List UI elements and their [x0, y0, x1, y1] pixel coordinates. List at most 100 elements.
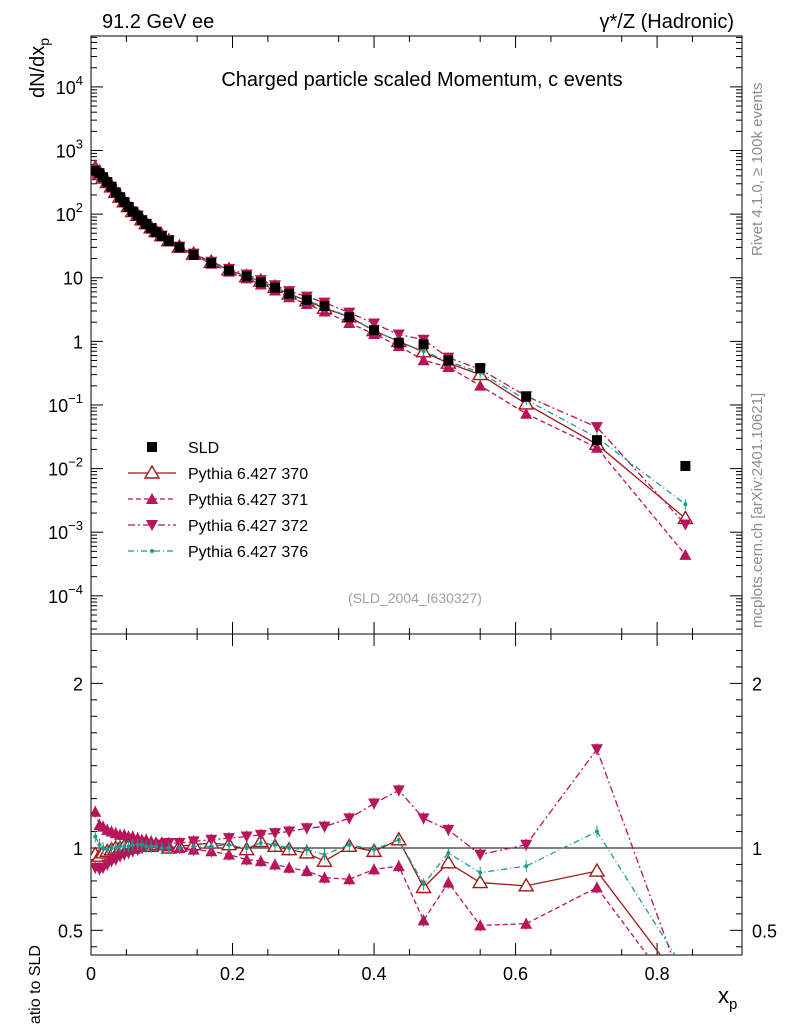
series-pythia-6-427-372-point-main: [679, 519, 692, 531]
sld-data-point: [255, 277, 266, 288]
legend-pythia-6-427-376-label: Pythia 6.427 376: [188, 544, 308, 561]
legend-pythia-6-427-370-label: Pythia 6.427 370: [188, 466, 308, 483]
series-pythia-6-427-376-point-ratio: [97, 842, 102, 847]
series-pythia-6-427-372-point-ratio: [268, 828, 281, 840]
series-pythia-6-427-371-point-ratio: [417, 914, 430, 926]
legend-pythia-6-427-372-label: Pythia 6.427 372: [188, 518, 308, 535]
series-pythia-6-427-371-point-ratio: [368, 863, 381, 875]
series-pythia-6-427-372-point-main: [590, 422, 603, 434]
x-tick-label: 0.8: [645, 964, 670, 984]
series-pythia-6-427-376-point-ratio: [683, 969, 687, 973]
series-pythia-6-427-372-point-ratio: [222, 833, 235, 845]
series-pythia-6-427-376-point-ratio: [135, 842, 140, 847]
y-tick-label-main: 1: [73, 332, 83, 352]
ratio-series-layer: [91, 743, 691, 1011]
sld-data-point: [269, 282, 280, 293]
series-pythia-6-427-371-point-main: [590, 441, 603, 453]
sld-data-point: [174, 242, 185, 253]
series-pythia-6-427-376-point-ratio: [209, 844, 214, 849]
y-tick-label-ratio-right: 1: [752, 839, 762, 859]
series-pythia-6-427-376-point-ratio: [287, 846, 292, 850]
series-pythia-6-427-376-point-ratio: [166, 846, 171, 850]
series-pythia-6-427-371-point-main: [520, 407, 533, 419]
series-pythia-6-427-371-point-ratio: [222, 848, 235, 860]
mcplots-label: mcplots.cern.ch [arXiv:2401.10621]: [749, 393, 766, 628]
sld-data-point: [206, 258, 217, 269]
analysis-id: (SLD_2004_I630327): [348, 590, 482, 606]
series-pythia-6-427-371-point-ratio: [283, 861, 296, 873]
y-tick-label-main: 102: [56, 200, 83, 225]
x-axis-title-sub: p: [729, 996, 737, 1013]
series-pythia-6-427-371-point-ratio: [318, 871, 331, 883]
series-pythia-6-427-372-point-ratio: [392, 785, 405, 797]
rivet-version-label: Rivet 4.1.0, ≥ 100k events: [749, 83, 766, 256]
legend-pythia-6-427-370-marker: [143, 464, 161, 479]
series-pythia-6-427-370-point-ratio: [517, 877, 535, 892]
series-pythia-6-427-371-point-ratio: [679, 1000, 691, 1011]
x-tick-label: 0: [86, 964, 96, 984]
series-pythia-6-427-371-point-ratio: [240, 853, 253, 865]
series-pythia-6-427-372-line-ratio: [95, 747, 673, 955]
series-pythia-6-427-376-point-ratio: [372, 847, 377, 852]
y-tick-label-main: 104: [56, 73, 83, 98]
series-pythia-6-427-372-point-ratio: [590, 744, 603, 756]
series-pythia-6-427-376-point-ratio: [177, 846, 182, 850]
series-pythia-6-427-372-line-main: [94, 173, 686, 525]
series-pythia-6-427-376-point-ratio: [118, 844, 123, 849]
sld-data-point: [393, 337, 404, 348]
y-tick-label-main: 103: [56, 137, 83, 162]
series-pythia-6-427-372-point-ratio: [283, 826, 296, 838]
legend-sld-label: SLD: [188, 440, 219, 457]
series-pythia-6-427-376-point-ratio: [149, 844, 154, 849]
series-pythia-6-427-376-point-ratio: [421, 882, 426, 887]
series-pythia-6-427-376-point-ratio: [159, 846, 164, 850]
series-pythia-6-427-370-line-main: [94, 171, 686, 519]
series-pythia-6-427-372-point-ratio: [417, 813, 430, 825]
series-pythia-6-427-372-point-main: [392, 329, 405, 341]
sld-data-point: [369, 325, 380, 336]
series-pythia-6-427-376-point-ratio: [154, 844, 159, 849]
series-pythia-6-427-371-point-ratio: [268, 858, 281, 870]
series-pythia-6-427-372-point-ratio: [442, 824, 455, 836]
series-pythia-6-427-372-point-ratio: [520, 839, 533, 851]
series-pythia-6-427-372-point-ratio: [343, 813, 356, 825]
chart-title: Charged particle scaled Momentum, c even…: [221, 69, 622, 91]
series-pythia-6-427-376-point-ratio: [524, 864, 529, 869]
series-pythia-6-427-376-point-ratio: [478, 870, 483, 875]
series-pythia-6-427-372-point-ratio: [474, 849, 487, 861]
y-tick-label-ratio: 2: [73, 674, 83, 694]
series-pythia-6-427-376-point-ratio: [304, 847, 309, 852]
y-tick-label-main: 10−2: [48, 455, 83, 480]
series-pythia-6-427-372-point-ratio: [254, 829, 267, 841]
sld-data-point: [521, 391, 532, 402]
x-axis-title-base: x: [718, 983, 729, 1008]
series-pythia-6-427-371-point-main: [417, 354, 430, 366]
x-tick-label: 0.2: [220, 964, 245, 984]
sld-data-point: [106, 181, 117, 192]
series-pythia-6-427-370-point-ratio: [588, 862, 606, 877]
sld-data-point: [418, 339, 429, 350]
series-pythia-6-427-371-point-ratio: [442, 876, 455, 888]
series-pythia-6-427-372-point-main: [368, 318, 381, 330]
sld-data-point: [443, 355, 454, 366]
x-axis-title: xp: [718, 983, 737, 1013]
series-pythia-6-427-376-point-ratio: [126, 844, 131, 849]
sld-data-point: [591, 435, 602, 446]
sld-data-point: [319, 300, 330, 311]
series-pythia-6-427-371-point-ratio: [590, 881, 603, 893]
y-axis-title-ratio: Ratio to SLD: [27, 945, 44, 1024]
y-tick-label-ratio-right: 2: [752, 674, 762, 694]
series-pythia-6-427-376-point-ratio: [93, 834, 98, 839]
series-pythia-6-427-371-point-ratio: [520, 917, 533, 929]
sld-data-point: [475, 363, 486, 374]
y-axis-title-main-sub: p: [36, 38, 52, 46]
series-pythia-6-427-371-point-main: [474, 379, 487, 391]
series-pythia-6-427-371-point-main: [679, 548, 692, 560]
series-pythia-6-427-376-point-ratio: [322, 852, 327, 857]
series-pythia-6-427-370-point-ratio: [440, 854, 457, 869]
series-pythia-6-427-376-point-ratio: [109, 846, 114, 850]
sld-data-point: [344, 312, 355, 323]
series-pythia-6-427-376-point-ratio: [226, 842, 231, 847]
